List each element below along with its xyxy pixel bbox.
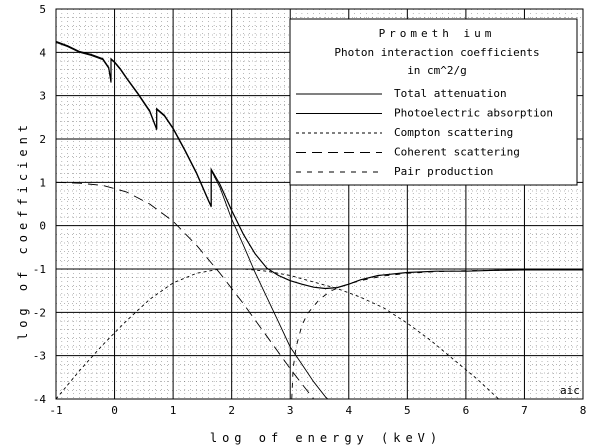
x-tick-label: -1: [49, 404, 62, 417]
y-tick-label: 0: [39, 220, 46, 233]
legend-label-4: Coherent scattering: [394, 146, 520, 159]
legend-subtitle-line-1: Photon interaction coefficients: [334, 46, 539, 59]
legend-label-2: Photoelectric absorption: [394, 107, 553, 120]
plot-frame: [55, 8, 584, 400]
legend-title: Prometh ium: [379, 27, 496, 40]
legend-label-3: Compton scattering: [394, 126, 513, 139]
y-tick-label: -1: [33, 263, 46, 276]
legend: Prometh ium Photon interaction coefficie…: [289, 18, 578, 186]
x-tick-label: 7: [521, 404, 528, 417]
series-line-2: [56, 41, 329, 399]
series-line-4: [56, 181, 315, 399]
series-line-3: [56, 268, 500, 399]
legend-label-5: Pair production: [394, 165, 493, 178]
x-tick-label: 3: [287, 404, 294, 417]
y-tick-label: 2: [39, 133, 46, 146]
credit-label: aic: [560, 384, 580, 397]
legend-entries: Total attenuation Photoelectric absorptio…: [296, 87, 553, 178]
series-line-1: [56, 40, 583, 290]
y-tick-label: 3: [39, 90, 46, 103]
y-tick-label: 1: [39, 176, 46, 189]
legend-box: [289, 18, 578, 186]
x-tick-label: 5: [404, 404, 411, 417]
y-tick-labels: 5 4 3 2 1 0 -1 -2 -3 -4: [33, 3, 47, 406]
x-tick-label: 0: [111, 404, 118, 417]
x-tick-label: 1: [170, 404, 177, 417]
x-tick-label: 6: [463, 404, 470, 417]
y-tick-label: 5: [39, 3, 46, 16]
series-line-5: [291, 269, 583, 399]
y-tick-label: -2: [33, 306, 46, 319]
y-tick-label: 4: [39, 46, 46, 59]
x-axis-title: log of energy (keV): [210, 431, 442, 445]
x-tick-label: 8: [580, 404, 587, 417]
y-axis-title: log of coefficient: [16, 120, 30, 340]
legend-subtitle-line-2: in cm^2/g: [407, 64, 467, 77]
legend-label-1: Total attenuation: [394, 87, 507, 100]
x-tick-labels: -1 0 1 2 3 4 5 6 7 8: [49, 404, 586, 417]
y-tick-label: -4: [33, 393, 47, 406]
y-tick-label: -3: [33, 350, 46, 363]
series-lines: [56, 40, 583, 399]
x-tick-label: 2: [228, 404, 235, 417]
x-tick-label: 4: [345, 404, 352, 417]
